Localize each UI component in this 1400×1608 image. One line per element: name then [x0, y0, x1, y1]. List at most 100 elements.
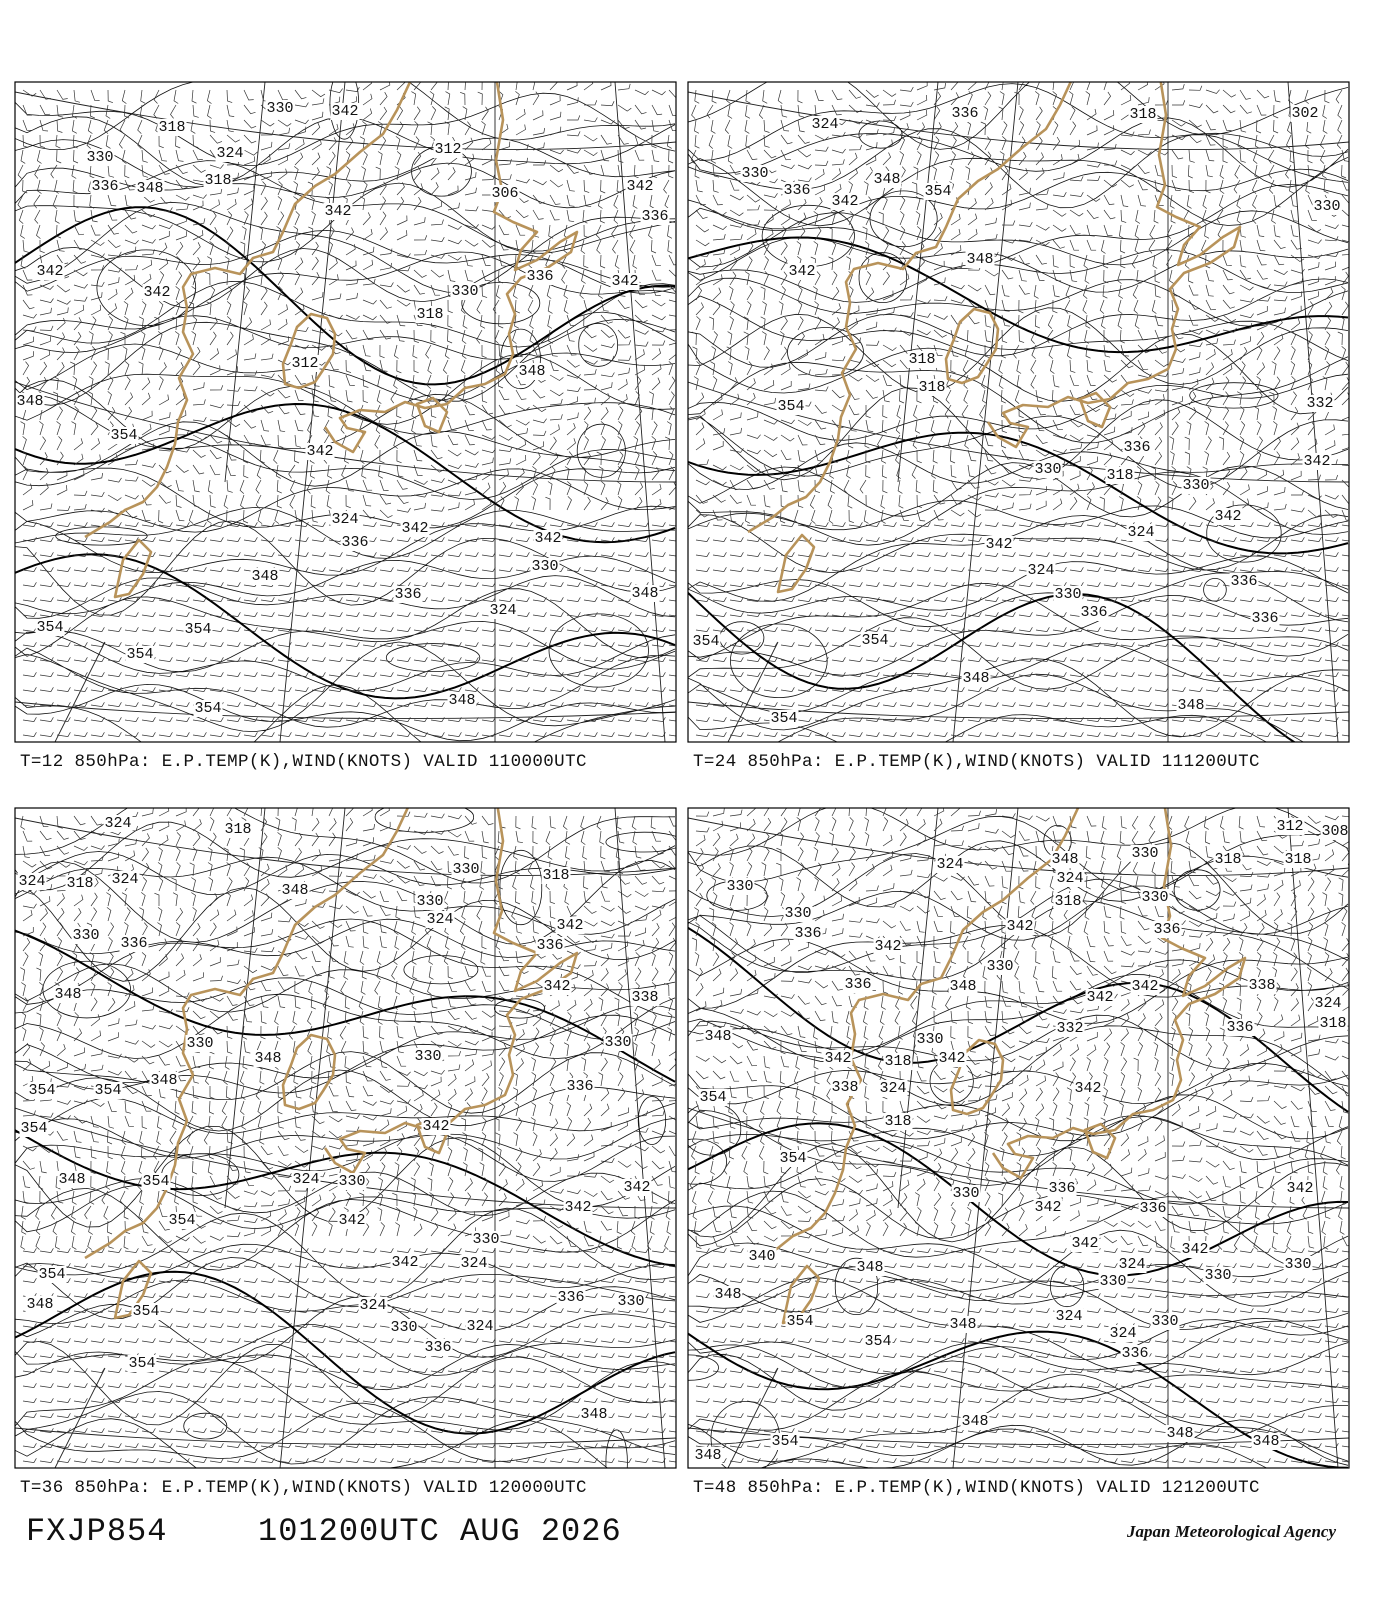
contour-label: 354: [28, 1082, 55, 1099]
contour-label: 330: [952, 1185, 979, 1202]
contour-label: 342: [534, 530, 561, 547]
contour-label-bg: [630, 989, 660, 1006]
contour-label: 336: [91, 178, 118, 195]
contour-label-bg: [37, 1266, 67, 1283]
contour-label: 330: [1054, 586, 1081, 603]
contour-label: 318: [1129, 106, 1156, 123]
contour-label: 302: [1291, 105, 1318, 122]
contour-label: 330: [1313, 198, 1340, 215]
contour-label-bg: [563, 1199, 593, 1216]
issue-time: 101200UTC AUG 2026: [258, 1513, 622, 1550]
contour-label: 342: [938, 1050, 965, 1067]
contour-label-bg: [923, 183, 953, 200]
contour-label-bg: [250, 568, 280, 585]
contour-label-bg: [1108, 1325, 1138, 1342]
contour-label-bg: [291, 1171, 321, 1188]
contour-label: 348: [16, 393, 43, 410]
contour-label: 348: [631, 585, 658, 602]
contour-label-bg: [1105, 467, 1135, 484]
contour-label: 332: [1056, 1020, 1083, 1037]
coastline: [944, 307, 1000, 385]
contour-label: 342: [324, 203, 351, 220]
contour-label: 342: [543, 978, 570, 995]
contour-label: 342: [831, 193, 858, 210]
coastline: [415, 396, 449, 434]
contour-label-bg: [917, 379, 947, 396]
contour-label-bg: [565, 1078, 595, 1095]
panel-caption: T=48 850hPa: E.P.TEMP(K),WIND(KNOTS) VAL…: [693, 1478, 1260, 1498]
contour-label-bg: [465, 1318, 495, 1335]
contour-label-bg: [603, 1034, 633, 1051]
contour-label-bg: [1225, 1019, 1255, 1036]
contour-label: 324: [811, 116, 838, 133]
contour-label-bg: [915, 1031, 945, 1048]
contour-label-bg: [71, 927, 101, 944]
contour-label-bg: [451, 861, 481, 878]
contour-label-bg: [17, 873, 47, 890]
contour-label: 348: [694, 1447, 721, 1464]
contour-label: 330: [390, 1319, 417, 1336]
contour-label: 348: [136, 180, 163, 197]
contour-label: 330: [1151, 1313, 1178, 1330]
contour-label-bg: [1302, 453, 1332, 470]
contour-label: 348: [704, 1028, 731, 1045]
contour-label-bg: [985, 958, 1015, 975]
contour-label-bg: [823, 1050, 853, 1067]
contour-label: 342: [1086, 989, 1113, 1006]
contour-label: 336: [394, 586, 421, 603]
contour-label-bg: [785, 1313, 815, 1330]
contour-label: 342: [36, 263, 63, 280]
contour-label-bg: [1318, 1015, 1348, 1032]
contour-label: 354: [110, 427, 137, 444]
contour-label-bg: [125, 646, 155, 663]
contour-label: 318: [158, 119, 185, 136]
contour-label: 342: [564, 1199, 591, 1216]
contour-label: 324: [1027, 562, 1054, 579]
contour-label-bg: [400, 520, 430, 537]
contour-label: 348: [54, 986, 81, 1003]
contour-label-bg: [783, 905, 813, 922]
contour-label: 312: [291, 355, 318, 372]
contour-label: 354: [168, 1212, 195, 1229]
contour-label-bg: [525, 268, 555, 285]
contour-label: 342: [391, 1254, 418, 1271]
contour-label-bg: [640, 208, 670, 225]
contour-label-bg: [1126, 524, 1156, 541]
contour-label-bg: [541, 867, 571, 884]
contour-label: 324: [879, 1080, 906, 1097]
contour-label-bg: [35, 263, 65, 280]
contour-label: 330: [1099, 1273, 1126, 1290]
contour-label-bg: [1176, 697, 1206, 714]
contour-label: 330: [531, 558, 558, 575]
contour-label: 348: [961, 1413, 988, 1430]
contour-label: 348: [254, 1050, 281, 1067]
contour-label-bg: [703, 1028, 733, 1045]
contour-label-bg: [183, 621, 213, 638]
contour-label-bg: [358, 1297, 388, 1314]
contour-label-bg: [1140, 889, 1170, 906]
contour-label-bg: [25, 1296, 55, 1313]
contour-label: 342: [1006, 918, 1033, 935]
contour-label: 336: [120, 935, 147, 952]
contour-label-bg: [935, 856, 965, 873]
panel-content: 330 342 318 330 324 318 336 348 312 342 306 342 336 3…: [15, 82, 676, 742]
contour-label-bg: [873, 938, 903, 955]
panel-caption: T=36 850hPa: E.P.TEMP(K),WIND(KNOTS) VAL…: [20, 1478, 587, 1498]
coastline-group: [84, 808, 579, 1320]
contour-label: 342: [338, 1212, 365, 1229]
contour-label: 324: [1118, 1256, 1145, 1273]
contour-label: 348: [873, 171, 900, 188]
contour-label: 342: [1286, 1180, 1313, 1197]
contour-label: 324: [359, 1297, 386, 1314]
contour-label: 330: [416, 893, 443, 910]
contour-label-bg: [53, 986, 83, 1003]
contour-label: 336: [341, 534, 368, 551]
contour-label-bg: [27, 1082, 57, 1099]
contour-label-bg: [725, 878, 755, 895]
contour-label-bg: [530, 558, 560, 575]
contour-label: 348: [150, 1072, 177, 1089]
contour-label: 342: [1131, 978, 1158, 995]
